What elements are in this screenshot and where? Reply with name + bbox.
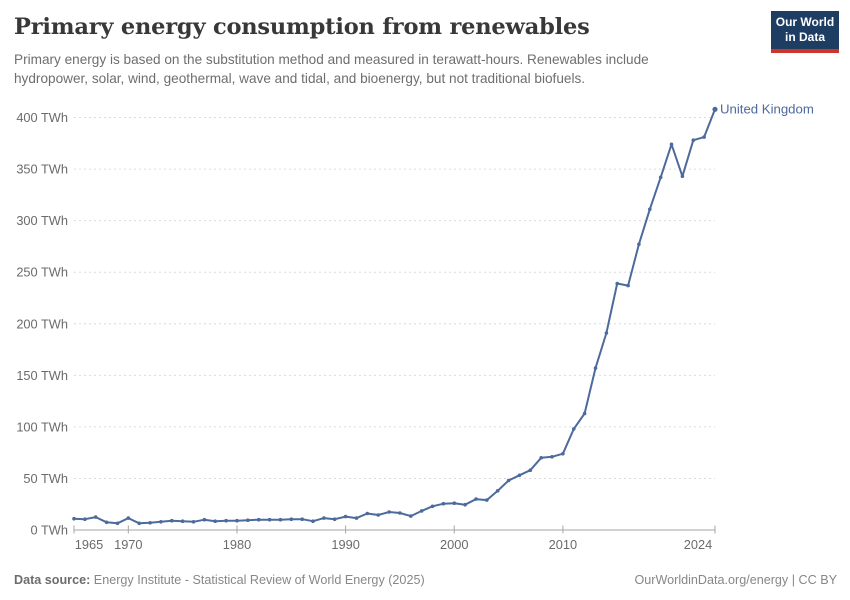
y-tick-label: 200 TWh: [16, 316, 68, 331]
data-point: [289, 517, 294, 521]
chart-header: Primary energy consumption from renewabl…: [14, 14, 755, 88]
data-point: [332, 517, 337, 521]
data-point: [495, 489, 500, 493]
data-point: [648, 207, 652, 212]
y-tick-label: 350 TWh: [16, 162, 68, 177]
data-point: [83, 517, 87, 521]
data-point: [680, 174, 685, 179]
x-tick-label: 2024: [684, 537, 712, 552]
data-point: [637, 242, 641, 247]
data-point: [115, 521, 120, 526]
y-tick-label: 150 TWh: [16, 368, 68, 383]
data-point: [148, 521, 152, 525]
data-point: [528, 468, 533, 473]
chart-subtitle: Primary energy is based on the substitut…: [14, 51, 649, 87]
data-point: [604, 331, 609, 335]
y-tick-label: 250 TWh: [16, 265, 68, 280]
data-source-label: Data source:: [14, 573, 91, 587]
x-tick-label: 2000: [440, 537, 468, 552]
data-point: [593, 366, 598, 370]
data-point: [463, 502, 467, 507]
x-tick-label: 1980: [223, 537, 251, 552]
data-point: [202, 517, 207, 522]
x-tick-label: 1970: [114, 537, 142, 552]
data-point: [278, 517, 283, 522]
y-tick-label: 100 TWh: [16, 419, 68, 434]
credit-link[interactable]: OurWorldinData.org/energy | CC BY: [634, 573, 837, 587]
data-point: [343, 514, 348, 519]
data-point: [485, 498, 489, 502]
y-tick-label: 0 TWh: [31, 523, 68, 538]
y-tick-label: 400 TWh: [16, 110, 68, 125]
x-tick-label: 2010: [549, 537, 577, 552]
data-point: [550, 455, 554, 459]
data-point: [582, 411, 587, 416]
data-point: [256, 517, 261, 522]
data-point: [398, 511, 402, 515]
owid-logo[interactable]: Our World in Data: [771, 11, 839, 53]
data-point: [267, 517, 272, 522]
data-point: [180, 519, 185, 523]
entity-label: United Kingdom: [720, 101, 814, 116]
data-point: [409, 514, 413, 518]
series-line: [73, 108, 716, 525]
data-point: [235, 518, 239, 523]
data-point: [474, 497, 478, 501]
data-point: [322, 516, 326, 520]
data-point: [72, 516, 76, 521]
data-point: [517, 473, 522, 478]
data-point: [354, 516, 359, 520]
data-point: [311, 519, 315, 523]
y-tick-label: 300 TWh: [16, 213, 68, 228]
data-point: [191, 520, 196, 524]
data-point: [626, 283, 630, 288]
data-point: [365, 511, 370, 516]
data-source-value: Energy Institute - Statistical Review of…: [93, 573, 425, 587]
x-tick-label: 1965: [75, 537, 103, 552]
data-point: [137, 521, 141, 526]
owid-logo-line1: Our World: [775, 15, 835, 30]
y-tick-label: 50 TWh: [23, 471, 68, 486]
data-point: [419, 509, 424, 513]
data-point: [126, 516, 131, 520]
data-point: [441, 501, 446, 506]
data-point: [224, 518, 228, 523]
data-source: Data source: Energy Institute - Statisti…: [14, 573, 425, 587]
x-tick-label: 1990: [331, 537, 359, 552]
data-point: [452, 501, 457, 506]
data-point: [159, 520, 163, 524]
data-point: [506, 478, 511, 483]
data-point: [213, 519, 217, 523]
line-chart: 0 TWh 50 TWh 100 TWh 150 TWh 200 TWh 250 TWh 3…: [16, 101, 814, 552]
data-point: [658, 175, 663, 180]
chart-footer: Data source: Energy Institute - Statisti…: [14, 573, 837, 587]
data-point: [572, 427, 576, 431]
data-point: [300, 517, 305, 521]
data-point: [561, 451, 565, 456]
data-point: [430, 504, 435, 509]
data-point: [691, 138, 696, 142]
data-point: [387, 510, 391, 514]
data-point: [104, 520, 109, 525]
data-point: [669, 142, 674, 147]
owid-logo-line2: in Data: [784, 30, 825, 44]
data-point: [376, 513, 381, 517]
data-point: [539, 456, 543, 460]
data-point: [170, 518, 174, 523]
chart-title: Primary energy consumption from renewabl…: [14, 14, 590, 40]
data-point: [615, 281, 619, 286]
data-point: [702, 135, 706, 139]
data-point: [93, 515, 98, 519]
data-point: [246, 518, 250, 522]
data-point-last: [712, 106, 718, 112]
